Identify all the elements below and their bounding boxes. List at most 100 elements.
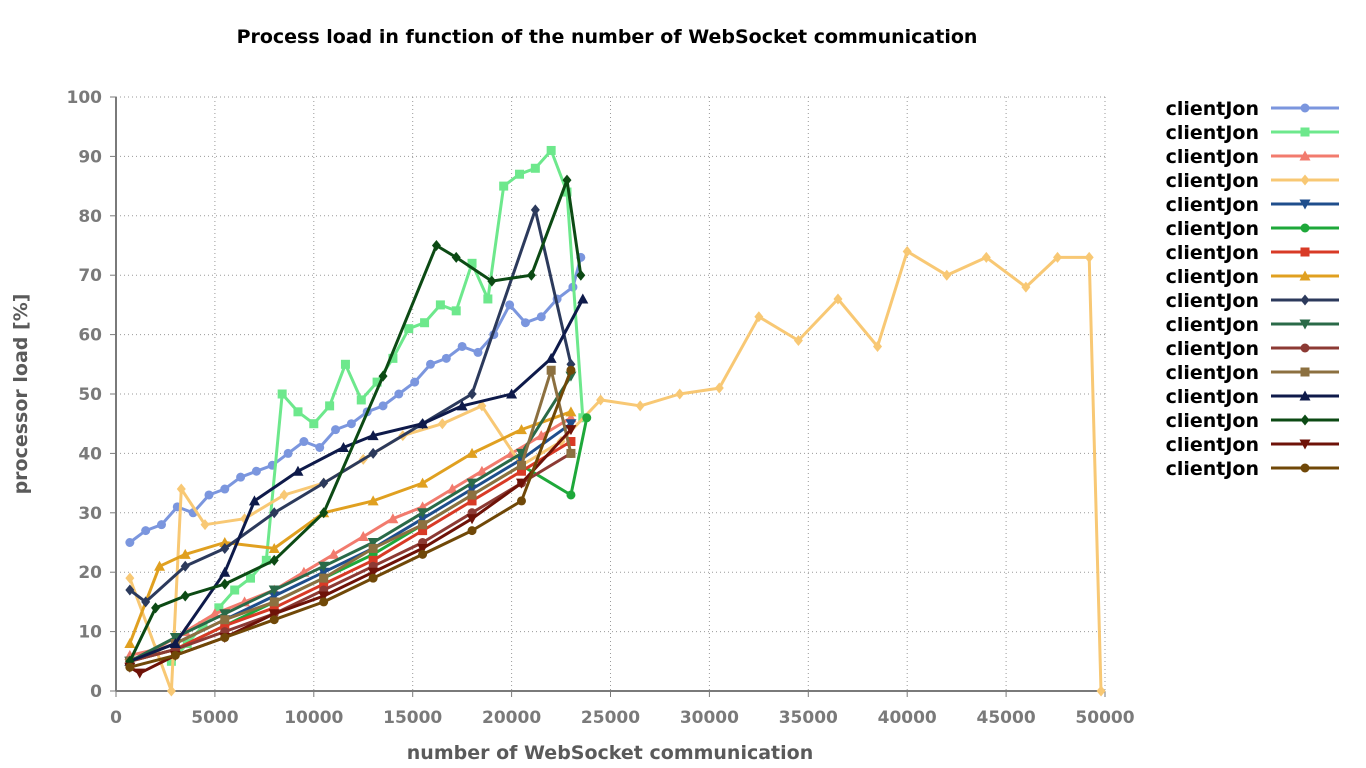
x-tick-label: 50000	[1075, 708, 1134, 728]
data-point	[367, 495, 379, 506]
data-point	[269, 554, 279, 566]
data-point	[319, 507, 329, 519]
series-14	[125, 174, 586, 667]
y-tick-label: 80	[78, 207, 102, 227]
data-point	[319, 477, 329, 489]
y-tick-label: 90	[78, 147, 102, 167]
legend-label: clientJon	[1166, 218, 1259, 240]
data-point	[387, 513, 399, 524]
data-point	[487, 275, 497, 287]
series-line	[128, 249, 1103, 693]
data-point	[268, 591, 280, 602]
legend-label: clientJon	[1166, 170, 1259, 192]
data-point	[368, 447, 378, 459]
legend-label: clientJon	[1166, 386, 1259, 408]
x-tick-label: 35000	[779, 708, 838, 728]
data-point	[1021, 281, 1031, 293]
data-point	[417, 514, 429, 525]
data-point	[220, 621, 230, 631]
data-point	[293, 407, 303, 417]
data-point	[418, 526, 428, 536]
data-point	[340, 359, 350, 369]
x-tick-label: 15000	[383, 708, 442, 728]
legend-item: clientJon	[1166, 434, 1339, 456]
series-9	[125, 204, 576, 608]
series-4	[125, 245, 1106, 697]
data-point	[328, 548, 340, 559]
data-point	[942, 269, 952, 281]
legend-marker	[1300, 367, 1310, 377]
data-point	[368, 543, 378, 553]
legend-label: clientJon	[1166, 122, 1259, 144]
x-tick-label: 10000	[284, 708, 343, 728]
grid	[115, 96, 1106, 692]
data-point	[378, 401, 388, 411]
legend-label: clientJon	[1166, 146, 1259, 168]
data-point	[473, 347, 483, 357]
x-tick-label: 30000	[680, 708, 739, 728]
data-point	[566, 490, 576, 500]
data-point	[562, 174, 572, 186]
legend-label: clientJon	[1166, 266, 1259, 288]
data-point	[536, 312, 546, 322]
data-point	[346, 419, 356, 429]
data-point	[319, 573, 329, 583]
data-point	[476, 465, 488, 476]
data-point	[315, 442, 325, 452]
data-point	[437, 418, 447, 430]
data-point	[426, 359, 436, 369]
data-point	[179, 548, 191, 559]
legend-item: clientJon	[1166, 386, 1339, 408]
series-line	[129, 452, 572, 663]
y-tick-label: 30	[78, 504, 102, 524]
legend-marker	[1300, 414, 1310, 426]
data-point	[125, 584, 135, 596]
x-tick-labels: 0 5000 10000 15000 20000 25000 30000 35000 40000…	[110, 708, 1135, 728]
data-point	[200, 519, 210, 531]
data-point	[515, 424, 527, 435]
legend-item: clientJon	[1166, 266, 1339, 288]
x-tick-label: 40000	[878, 708, 937, 728]
data-point	[141, 526, 151, 536]
data-point	[545, 352, 557, 363]
data-point	[151, 602, 161, 614]
data-point	[331, 425, 341, 435]
data-point	[635, 400, 645, 412]
data-point	[546, 145, 556, 155]
data-point	[418, 520, 428, 530]
data-point	[1053, 251, 1063, 263]
data-point	[154, 560, 166, 571]
data-point	[170, 650, 180, 660]
series-layer	[124, 145, 1106, 697]
data-point	[269, 597, 279, 607]
series-11	[125, 448, 576, 666]
data-point	[299, 437, 309, 447]
legend-marker	[1299, 390, 1311, 401]
legend-marker	[1299, 319, 1311, 330]
series-line	[129, 416, 572, 657]
data-point	[466, 514, 478, 525]
data-point	[236, 472, 246, 482]
data-point	[268, 609, 280, 620]
y-tick-label: 70	[78, 266, 102, 286]
legend-marker	[1299, 150, 1311, 161]
y-tick-label: 0	[90, 682, 102, 702]
data-point	[261, 555, 271, 565]
x-tick-label: 5000	[191, 708, 238, 728]
series-line	[129, 440, 572, 663]
data-point	[576, 269, 586, 281]
data-point	[431, 240, 441, 251]
data-point	[754, 311, 764, 323]
y-tick-label: 50	[78, 385, 102, 405]
data-point	[220, 633, 230, 643]
data-point	[219, 537, 231, 547]
legend-item: clientJon	[1166, 98, 1339, 120]
data-point	[337, 441, 349, 452]
data-point	[283, 448, 293, 458]
data-point	[368, 573, 378, 583]
data-point	[582, 413, 592, 423]
data-point	[269, 603, 279, 613]
data-point	[219, 566, 231, 577]
data-point	[515, 169, 525, 179]
data-point	[219, 609, 231, 620]
